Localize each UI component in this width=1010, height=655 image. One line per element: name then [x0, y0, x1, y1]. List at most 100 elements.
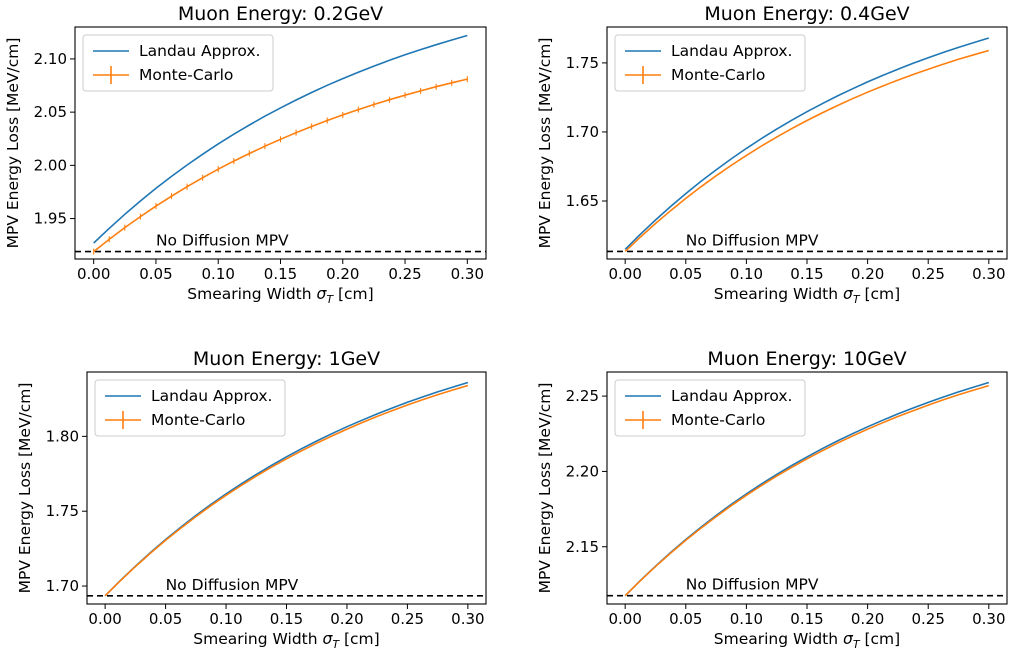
y-tick-label: 1.75: [566, 54, 599, 72]
x-tick-label: 0.00: [608, 265, 641, 283]
baseline-annotation: No Diffusion MPV: [166, 576, 299, 594]
x-tick-label: 0.15: [264, 265, 297, 283]
legend-label-landau: Landau Approx.: [671, 387, 792, 405]
x-axis-label: Smearing Width σT [cm]: [193, 630, 379, 651]
x-axis-label-text: Smearing Width: [714, 285, 843, 303]
y-axis-label: MPV Energy Loss [MeV/cm]: [4, 38, 22, 249]
y-tick-label: 1.80: [46, 427, 79, 445]
y-tick-label: 2.05: [34, 103, 67, 121]
x-tick-label: 0.05: [139, 265, 172, 283]
x-tick-label: 0.30: [451, 610, 484, 628]
x-axis-label-unit: [cm]: [339, 630, 380, 648]
baseline-annotation: No Diffusion MPV: [156, 232, 289, 250]
x-tick-label: 0.05: [669, 265, 702, 283]
x-axis-label-subscript: T: [326, 293, 334, 306]
x-tick-label: 0.25: [912, 265, 945, 283]
legend-label-landau: Landau Approx.: [151, 387, 272, 405]
chart-title: Muon Energy: 1GeV: [193, 348, 380, 370]
x-axis-label-symbol: σ: [843, 630, 854, 648]
baseline-annotation: No Diffusion MPV: [686, 576, 819, 594]
x-tick-label: 0.10: [202, 265, 235, 283]
chart-title: Muon Energy: 0.2GeV: [178, 3, 383, 25]
plot-frame: [86, 371, 487, 605]
plot-frame: [606, 371, 1008, 605]
x-axis-label-unit: [cm]: [860, 285, 901, 303]
x-axis-label-symbol: σ: [316, 285, 327, 303]
series-line-monte-carlo: [624, 384, 990, 597]
x-axis-label-text: Smearing Width: [193, 630, 322, 648]
y-tick-label: 2.10: [34, 50, 67, 68]
y-tick-label: 2.20: [566, 462, 599, 480]
x-axis-label-subscript: T: [853, 638, 861, 651]
x-axis-label-subscript: T: [332, 638, 340, 651]
x-tick-label: 0.25: [912, 610, 945, 628]
y-axis-label: MPV Energy Loss [MeV/cm]: [16, 383, 34, 594]
y-axis-label: MPV Energy Loss [MeV/cm]: [536, 383, 554, 594]
x-tick-label: 0.20: [851, 610, 884, 628]
legend-label-landau: Landau Approx.: [139, 42, 260, 60]
x-tick-label: 0.20: [330, 610, 363, 628]
chart-panel-1: Muon Energy: 0.2GeV 0.00 0.05 0.10 0.15 0.20 0…: [4, 3, 487, 306]
x-tick-label: 0.00: [608, 610, 641, 628]
legend-label-monte-carlo: Monte-Carlo: [151, 411, 245, 429]
y-tick-label: 1.70: [46, 577, 79, 595]
x-tick-label: 0.20: [326, 265, 359, 283]
x-axis-label: Smearing Width σT [cm]: [714, 630, 900, 651]
chart-panel-4: Muon Energy: 10GeV 0.00 0.05 0.10 0.15 0.20 0.…: [536, 348, 1008, 651]
chart-panel-2: Muon Energy: 0.4GeV 0.00 0.05 0.10 0.15 0.20 0…: [536, 3, 1008, 306]
legend-label-monte-carlo: Monte-Carlo: [671, 411, 765, 429]
legend-box: [614, 34, 806, 92]
chart-panel-3: Muon Energy: 1GeV 0.00 0.05 0.10 0.15 0.20 0.2…: [16, 348, 487, 651]
series-line-landau: [624, 37, 990, 250]
x-tick-label: 0.25: [388, 265, 421, 283]
x-tick-label: 0.30: [972, 265, 1005, 283]
x-tick-label: 0.30: [451, 265, 484, 283]
y-tick-label: 2.25: [566, 387, 599, 405]
y-axis-label: MPV Energy Loss [MeV/cm]: [536, 38, 554, 249]
legend-label-monte-carlo: Monte-Carlo: [139, 66, 233, 84]
y-tick-label: 2.00: [34, 156, 67, 174]
plot-frame: [606, 26, 1008, 260]
x-axis-label: Smearing Width σT [cm]: [187, 285, 373, 306]
x-tick-label: 0.15: [790, 610, 823, 628]
chart-title: Muon Energy: 10GeV: [707, 348, 906, 370]
series-line-monte-carlo: [624, 49, 990, 252]
x-tick-label: 0.15: [790, 265, 823, 283]
legend-box: [94, 379, 286, 437]
y-tick-label: 1.65: [566, 192, 599, 210]
y-tick-label: 1.95: [34, 210, 67, 228]
series-line-landau: [93, 34, 468, 244]
x-tick-label: 0.10: [209, 610, 242, 628]
y-tick-label: 2.15: [566, 538, 599, 556]
x-axis-label-symbol: σ: [843, 285, 854, 303]
x-tick-label: 0.00: [77, 265, 110, 283]
x-tick-label: 0.05: [669, 610, 702, 628]
x-tick-label: 0.25: [391, 610, 424, 628]
x-tick-label: 0.20: [851, 265, 884, 283]
series-line-monte-carlo: [93, 78, 468, 253]
x-axis-label-symbol: σ: [322, 630, 333, 648]
legend-label-landau: Landau Approx.: [671, 42, 792, 60]
x-tick-label: 0.05: [149, 610, 182, 628]
legend-label-monte-carlo: Monte-Carlo: [671, 66, 765, 84]
chart-title: Muon Energy: 0.4GeV: [704, 3, 909, 25]
x-axis-label: Smearing Width σT [cm]: [714, 285, 900, 306]
y-tick-label: 1.70: [566, 123, 599, 141]
series-line-monte-carlo: [104, 384, 469, 597]
x-axis-label-unit: [cm]: [333, 285, 374, 303]
x-axis-label-subscript: T: [853, 293, 861, 306]
plot-frame: [74, 26, 487, 260]
legend-box: [82, 34, 274, 92]
x-tick-label: 0.00: [88, 610, 121, 628]
x-axis-label-unit: [cm]: [860, 630, 901, 648]
x-tick-label: 0.15: [270, 610, 303, 628]
y-tick-label: 1.75: [46, 502, 79, 520]
legend-box: [614, 379, 806, 437]
x-axis-label-text: Smearing Width: [187, 285, 316, 303]
baseline-annotation: No Diffusion MPV: [686, 231, 819, 249]
x-axis-label-text: Smearing Width: [714, 630, 843, 648]
x-tick-label: 0.10: [730, 610, 763, 628]
x-tick-label: 0.10: [730, 265, 763, 283]
x-tick-label: 0.30: [972, 610, 1005, 628]
